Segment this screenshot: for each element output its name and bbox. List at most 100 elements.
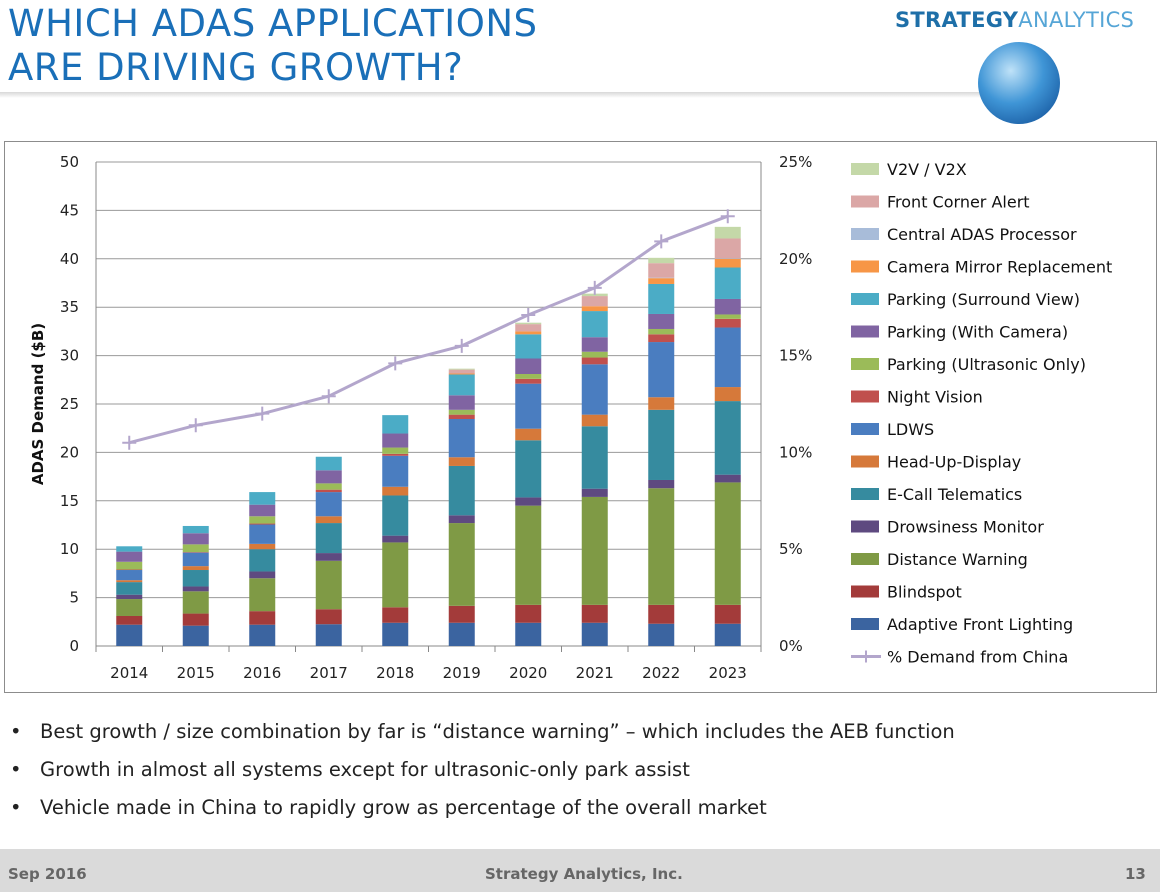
legend-swatch bbox=[851, 488, 879, 500]
bar-segment-distance-warning bbox=[515, 505, 542, 605]
legend-swatch bbox=[851, 618, 879, 630]
bar-segment-distance-warning bbox=[116, 599, 143, 616]
legend-label: Head-Up-Display bbox=[887, 453, 1021, 472]
bar-segment-front-corner-alert bbox=[648, 263, 675, 278]
y-tick-label: 15 bbox=[60, 492, 79, 510]
bar-segment-head-up-display bbox=[382, 486, 409, 496]
stacked-bar-chart: 0 5 10 15 20 25 30 35 40 45 50 0% 5% 10% 15% 20% 25% ADAS… bbox=[29, 153, 1112, 682]
y-tick-label: 25 bbox=[60, 395, 79, 413]
y-tick-label: 45 bbox=[60, 201, 79, 219]
bar-segment-parking-ultrasonic-only- bbox=[116, 561, 143, 570]
bar-segment-distance-warning bbox=[448, 523, 475, 606]
bar-segment-night-vision bbox=[382, 453, 409, 456]
bar-segment-ldws bbox=[116, 570, 143, 581]
bar-segment-night-vision bbox=[714, 318, 741, 328]
bar-segment-blindspot bbox=[448, 605, 475, 623]
legend-swatch bbox=[851, 423, 879, 435]
bar-segment-distance-warning bbox=[315, 560, 342, 610]
bullet-text: Best growth / size combination by far is… bbox=[40, 720, 955, 743]
bar-segment-blindspot bbox=[714, 604, 741, 624]
x-tick-label: 2014 bbox=[110, 664, 148, 682]
china-demand-point bbox=[122, 435, 137, 450]
legend-label: Distance Warning bbox=[887, 550, 1028, 569]
legend-label: Central ADAS Processor bbox=[887, 225, 1077, 244]
brand-part-1: STRATEGY bbox=[895, 8, 1019, 32]
china-demand-point bbox=[255, 406, 270, 421]
bar-segment-parking-with-camera- bbox=[448, 395, 475, 410]
bar-segment-e-call-telematics bbox=[648, 409, 675, 480]
bar-segment-parking-surround-view- bbox=[182, 525, 209, 534]
bar-segment-parking-with-camera- bbox=[382, 433, 409, 448]
bar-segment-e-call-telematics bbox=[581, 426, 608, 489]
legend-label: E-Call Telematics bbox=[887, 485, 1022, 504]
bar-segment-drowsiness-monitor bbox=[515, 497, 542, 506]
bar-segment-drowsiness-monitor bbox=[116, 594, 143, 600]
x-tick-label: 2020 bbox=[509, 664, 547, 682]
bar-segment-drowsiness-monitor bbox=[714, 474, 741, 483]
china-demand-point bbox=[388, 356, 403, 371]
brand-part-2: ANALYTICS bbox=[1018, 8, 1135, 32]
y2-tick-label: 15% bbox=[779, 347, 812, 365]
bar-segment-parking-ultrasonic-only- bbox=[182, 544, 209, 553]
slide-title: WHICH ADAS APPLICATIONS ARE DRIVING GROW… bbox=[8, 2, 537, 90]
bar-segment-adaptive-front-lighting bbox=[648, 623, 675, 646]
bar-segment-distance-warning bbox=[382, 542, 409, 608]
bar-segment-parking-ultrasonic-only- bbox=[315, 483, 342, 490]
bar-segment-camera-mirror-replacement bbox=[515, 331, 542, 335]
y2-tick-label: 0% bbox=[779, 637, 803, 655]
legend-label: Parking (Surround View) bbox=[887, 290, 1080, 309]
bar-segment-ldws bbox=[182, 552, 209, 567]
bar-segment-night-vision bbox=[581, 357, 608, 365]
bar-segment-adaptive-front-lighting bbox=[249, 624, 276, 646]
bar-segment-v2v-v2x bbox=[581, 293, 608, 297]
footer-date: Sep 2016 bbox=[8, 865, 87, 883]
page-number: 13 bbox=[1125, 865, 1146, 883]
china-demand-point bbox=[188, 418, 203, 433]
bar-segment-parking-surround-view- bbox=[515, 334, 542, 359]
bar-segment-adaptive-front-lighting bbox=[116, 624, 143, 646]
bar-segment-e-call-telematics bbox=[249, 549, 276, 572]
y2-tick-label: 5% bbox=[779, 540, 803, 558]
bullet-list: • Best growth / size combination by far i… bbox=[10, 720, 955, 834]
legend-swatch bbox=[851, 293, 879, 305]
bar-segment-camera-mirror-replacement bbox=[648, 278, 675, 284]
footer-company: Strategy Analytics, Inc. bbox=[485, 865, 683, 883]
y-axis-title: ADAS Demand ($B) bbox=[29, 323, 47, 485]
legend-swatch bbox=[851, 585, 879, 598]
y-tick-label: 20 bbox=[60, 443, 79, 461]
bar-segment-night-vision bbox=[515, 378, 542, 384]
bar-segment-e-call-telematics bbox=[382, 495, 409, 536]
bar-segment-parking-ultrasonic-only- bbox=[249, 516, 276, 524]
bar-segment-drowsiness-monitor bbox=[315, 553, 342, 561]
title-divider bbox=[0, 92, 1000, 98]
bar-segment-blindspot bbox=[515, 604, 542, 623]
bar-segment-front-corner-alert bbox=[581, 296, 608, 307]
legend-label: Parking (With Camera) bbox=[887, 323, 1068, 342]
legend-label: Parking (Ultrasonic Only) bbox=[887, 355, 1086, 374]
bar-segment-distance-warning bbox=[249, 578, 276, 612]
y-tick-label: 35 bbox=[60, 298, 79, 316]
bar-segment-e-call-telematics bbox=[315, 523, 342, 554]
china-demand-line bbox=[128, 214, 729, 445]
globe-icon bbox=[978, 42, 1060, 124]
bullet-item: • Vehicle made in China to rapidly grow a… bbox=[10, 796, 955, 834]
bar-segment-adaptive-front-lighting bbox=[515, 622, 542, 646]
bar-segment-ldws bbox=[382, 455, 409, 487]
legend-label: % Demand from China bbox=[887, 648, 1068, 667]
bar-segment-parking-ultrasonic-only- bbox=[714, 314, 741, 319]
bar-segment-ldws bbox=[315, 492, 342, 517]
bar-segment-camera-mirror-replacement bbox=[714, 258, 741, 268]
bar-segment-parking-surround-view- bbox=[382, 415, 409, 434]
bullet-item: • Growth in almost all systems except for… bbox=[10, 758, 955, 796]
y-tick-label: 5 bbox=[69, 589, 79, 607]
china-demand-point bbox=[587, 280, 602, 295]
bar-segment-drowsiness-monitor bbox=[382, 535, 409, 543]
bar-segment-v2v-v2x bbox=[448, 368, 475, 370]
bullet-icon: • bbox=[10, 758, 22, 781]
bar-segment-adaptive-front-lighting bbox=[714, 623, 741, 646]
bar-segment-adaptive-front-lighting bbox=[382, 622, 409, 646]
bar-segment-head-up-display bbox=[515, 428, 542, 441]
bullet-icon: • bbox=[10, 796, 22, 819]
bar-segment-night-vision bbox=[448, 414, 475, 420]
bar-segment-head-up-display bbox=[315, 516, 342, 524]
